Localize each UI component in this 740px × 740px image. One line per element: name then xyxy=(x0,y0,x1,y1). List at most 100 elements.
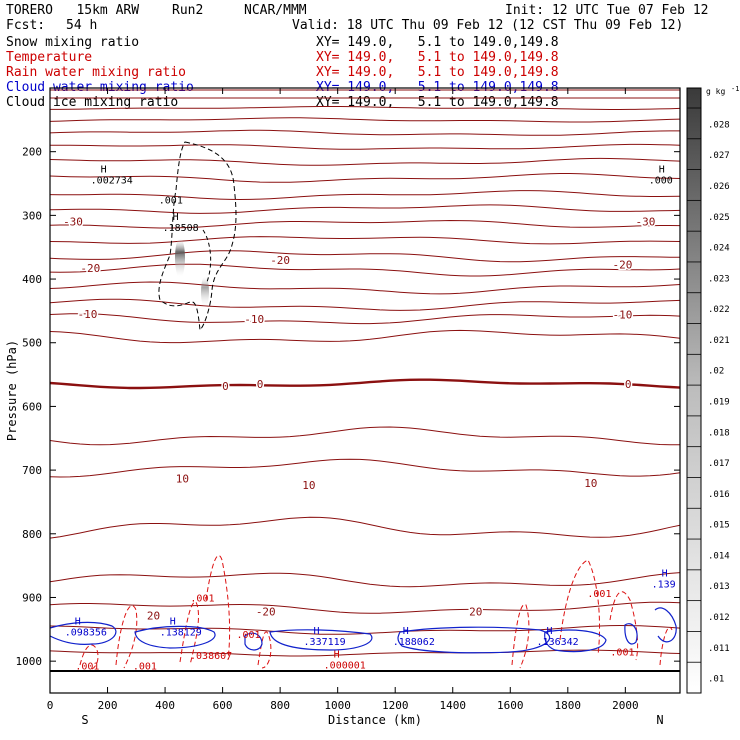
temperature-label: 10 xyxy=(584,477,597,490)
extremum-value: .18508 xyxy=(163,223,199,234)
temperature-label: 0 xyxy=(257,378,264,391)
extremum-mark: H xyxy=(662,569,668,580)
temperature-label: 0 xyxy=(222,380,229,393)
extremum-value: .188062 xyxy=(393,637,435,648)
colorbar-label: .022 xyxy=(708,305,730,315)
colorbar-label: .024 xyxy=(708,244,730,254)
colorbar-label: .028 xyxy=(708,120,730,130)
cloud-ice-contour xyxy=(158,141,237,332)
contour-value-label: .001 xyxy=(610,648,634,659)
extremum-mark: H xyxy=(170,617,176,628)
temperature-contour xyxy=(49,236,681,245)
colorbar-label: .016 xyxy=(708,490,730,500)
temperature-label: -10 xyxy=(613,309,633,322)
y-tick-label: 800 xyxy=(22,528,42,541)
x-tick-label: 1600 xyxy=(497,699,524,712)
extremum-mark: H xyxy=(659,164,665,175)
temperature-label: -20 xyxy=(613,258,633,271)
rain-water-contour xyxy=(511,604,530,669)
temperature-contour xyxy=(49,601,681,614)
extremum-mark: H xyxy=(403,626,409,637)
y-tick-label: 300 xyxy=(22,209,42,222)
temperature-contour xyxy=(49,516,681,539)
temperature-contour xyxy=(49,250,680,263)
cloud-water-contour xyxy=(244,632,263,651)
colorbar-label: .025 xyxy=(708,213,730,223)
extremum-mark: H xyxy=(547,626,553,637)
rain-water-contour xyxy=(179,601,199,666)
x-tick-label: 1400 xyxy=(439,699,466,712)
colorbar-units-exponent: -1 xyxy=(731,85,739,93)
y-tick-label: 900 xyxy=(22,591,42,604)
contour-value-label: .001 xyxy=(190,593,214,604)
colorbar-label: .017 xyxy=(708,459,730,469)
colorbar-units: g kg xyxy=(706,87,725,96)
org-name: NCAR/MMM xyxy=(244,3,307,18)
model-title: TORERO 15km ARW xyxy=(6,3,140,18)
colorbar-label: .01 xyxy=(708,675,724,685)
temperature-label: 10 xyxy=(176,472,189,485)
temperature-contour xyxy=(49,117,681,123)
temperature-contour xyxy=(49,173,681,183)
extremum-value: .138129 xyxy=(160,628,202,639)
temperature-contour xyxy=(49,649,681,657)
temperature-label: 0 xyxy=(625,378,632,391)
legend-field-section: XY= 149.0, 5.1 to 149.0,149.8 xyxy=(316,65,559,80)
forecast-hour: 54 h xyxy=(66,18,98,33)
extremum-value: .136342 xyxy=(537,637,579,648)
temperature-contour xyxy=(49,281,681,295)
temperature-label: -20 xyxy=(270,254,290,267)
y-tick-label: 600 xyxy=(22,400,42,413)
cloud-water-contour xyxy=(397,626,551,654)
cloud-water-contour xyxy=(269,629,373,651)
init-time: Init: 12 UTC Tue 07 Feb 12 xyxy=(505,3,709,18)
colorbar-label: .019 xyxy=(708,398,730,408)
y-tick-label: 500 xyxy=(22,337,42,350)
y-tick-label: 1000 xyxy=(16,655,43,668)
valid-time: Valid: 18 UTC Thu 09 Feb 12 (12 CST Thu … xyxy=(292,18,684,33)
colorbar-label: .027 xyxy=(708,151,730,161)
rain-water-contour xyxy=(205,555,231,661)
y-tick-label: 400 xyxy=(22,273,42,286)
extremum-value: .000 xyxy=(649,175,673,186)
rain-water-contour xyxy=(559,559,600,656)
x-tick-label: 200 xyxy=(98,699,118,712)
extremum-mark: H xyxy=(75,617,81,628)
cloud-water-contour xyxy=(134,625,216,649)
legend-field-name: Rain water mixing ratio xyxy=(6,65,187,80)
y-tick-label: 700 xyxy=(22,464,42,477)
temperature-label: -20 xyxy=(80,262,100,275)
y-tick-label: 200 xyxy=(22,146,42,159)
x-tick-label: 0 xyxy=(47,699,54,712)
x-tick-label: 1000 xyxy=(324,699,351,712)
colorbar-label: .012 xyxy=(708,613,730,623)
colorbar xyxy=(686,87,702,694)
cloud-water-contour xyxy=(624,623,638,645)
temperature-label: -30 xyxy=(63,216,83,229)
x-tick-label: 1200 xyxy=(382,699,409,712)
south-label: S xyxy=(81,713,88,727)
temperature-contour xyxy=(49,298,681,311)
temperature-contour xyxy=(49,572,681,588)
contour-value-label: .001 xyxy=(587,589,611,600)
plot-frame xyxy=(49,87,681,694)
extremum-mark: H xyxy=(101,164,107,175)
temperature-label: 20 xyxy=(469,605,482,618)
y-axis-label: Pressure (hPa) xyxy=(5,340,19,441)
temperature-contour xyxy=(49,190,681,201)
contour-value-label: .001 xyxy=(75,662,99,673)
temperature-contour xyxy=(49,129,680,136)
extremum-value: .337119 xyxy=(304,637,346,648)
cloud-water-contour xyxy=(49,621,117,645)
x-tick-label: 800 xyxy=(270,699,290,712)
contour-value-label: .038607 xyxy=(190,651,232,662)
extremum-mark: H xyxy=(334,650,340,661)
x-axis-label: Distance (km) xyxy=(328,713,422,727)
x-tick-label: 600 xyxy=(213,699,233,712)
temperature-contour xyxy=(50,143,681,150)
temperature-contour xyxy=(49,157,681,166)
rain-water-contour xyxy=(79,644,99,671)
extremum-value: .139 xyxy=(652,580,676,591)
colorbar-label: .014 xyxy=(708,551,730,561)
